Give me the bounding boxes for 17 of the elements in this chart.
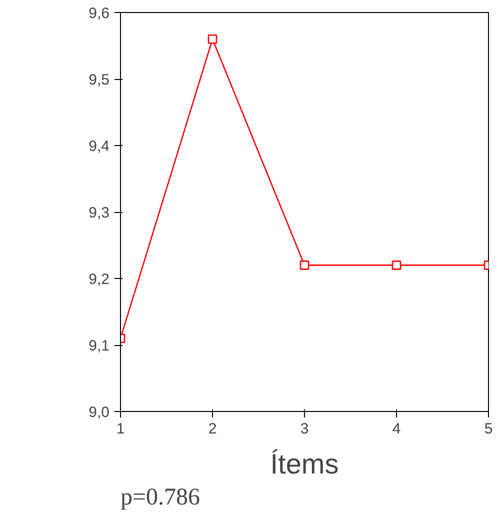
y-tick-label: 9,1 [88, 338, 110, 354]
y-tick-label: 9,3 [88, 204, 110, 222]
y-tick-label: 9,6 [88, 5, 110, 22]
y-tick-label: 9,0 [88, 404, 110, 421]
y-tick-label: 9,2 [88, 271, 110, 288]
x-tick-label: 3 [300, 420, 309, 438]
text: p=0.786 [120, 484, 200, 510]
y-tick-label: 9,4 [88, 138, 110, 155]
x-tick-label: 4 [392, 420, 401, 438]
point [392, 260, 402, 270]
x-tick-label: 5 [484, 420, 493, 438]
x-tick-label: 1 [116, 420, 125, 438]
point [208, 34, 218, 44]
x-axis-title: Ítems [270, 448, 339, 480]
point [300, 260, 310, 270]
x-tick-label: 2 [208, 420, 217, 438]
y-tick-label: 9,5 [88, 72, 110, 88]
